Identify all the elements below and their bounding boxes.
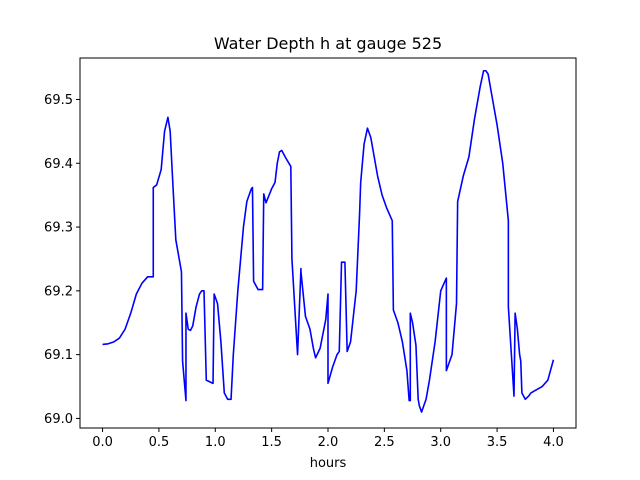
x-tick-label: 2.5: [374, 435, 395, 450]
y-tick-label: 69.3: [44, 221, 73, 236]
x-axis: 0.0 0.5 1.0 1.5 2.0 2.5 3.0 3.5 4.0: [92, 428, 564, 450]
chart-title: Water Depth h at gauge 525: [214, 34, 442, 53]
y-tick-label: 69.4: [44, 157, 73, 172]
x-axis-label: hours: [310, 456, 347, 471]
y-tick-label: 69.0: [44, 412, 73, 427]
y-tick-label: 69.5: [44, 93, 73, 108]
x-tick-label: 3.0: [430, 435, 451, 450]
y-axis: 69.0 69.1 69.2 69.3 69.4 69.5: [44, 93, 80, 427]
plot-area: [102, 69, 555, 413]
x-tick-label: 3.5: [487, 435, 508, 450]
y-tick-label: 69.2: [44, 284, 73, 299]
x-tick-label: 2.0: [318, 435, 339, 450]
x-tick-label: 0.0: [92, 435, 113, 450]
x-tick-label: 0.5: [149, 435, 170, 450]
x-tick-label: 1.5: [261, 435, 282, 450]
series-line-0: [102, 69, 555, 413]
x-tick-label: 4.0: [543, 435, 564, 450]
x-tick-label: 1.0: [205, 435, 226, 450]
y-tick-label: 69.1: [44, 348, 73, 363]
